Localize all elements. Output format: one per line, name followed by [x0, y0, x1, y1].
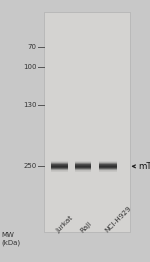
- Bar: [75, 171, 91, 172]
- Bar: [99, 171, 117, 172]
- Bar: [75, 163, 91, 165]
- Bar: [99, 161, 117, 162]
- Bar: [75, 166, 91, 167]
- Bar: [75, 167, 91, 168]
- Bar: [99, 164, 117, 165]
- Bar: [75, 169, 91, 170]
- Bar: [51, 164, 68, 165]
- Text: 250: 250: [24, 163, 37, 169]
- Bar: [51, 162, 68, 163]
- Bar: [99, 165, 117, 166]
- Bar: [51, 170, 68, 171]
- Bar: [75, 166, 91, 167]
- Text: Jurkat: Jurkat: [55, 215, 74, 234]
- Text: 130: 130: [23, 102, 37, 108]
- Bar: [51, 169, 68, 170]
- Bar: [75, 168, 91, 169]
- Bar: [75, 170, 91, 171]
- Text: mTOR: mTOR: [138, 162, 150, 171]
- Bar: [75, 162, 91, 163]
- Text: NCI-H929: NCI-H929: [104, 205, 132, 234]
- Text: 100: 100: [23, 64, 37, 70]
- Bar: [51, 171, 68, 172]
- Bar: [51, 166, 68, 167]
- Bar: [51, 163, 68, 164]
- Bar: [99, 165, 117, 166]
- Bar: [99, 166, 117, 167]
- Bar: [51, 168, 68, 169]
- Bar: [99, 170, 117, 171]
- Bar: [99, 167, 117, 168]
- Bar: [51, 161, 68, 162]
- Bar: [99, 162, 117, 163]
- Bar: [99, 162, 117, 163]
- Bar: [99, 170, 117, 171]
- Bar: [99, 167, 117, 168]
- Bar: [75, 165, 91, 166]
- Bar: [75, 167, 91, 168]
- Bar: [51, 165, 68, 166]
- Bar: [99, 166, 117, 167]
- Bar: [75, 164, 91, 165]
- Bar: [75, 168, 91, 169]
- Bar: [99, 168, 117, 169]
- Text: MW
(kDa): MW (kDa): [2, 232, 21, 246]
- Bar: [51, 171, 68, 172]
- Bar: [75, 171, 91, 172]
- Bar: [99, 163, 117, 165]
- Bar: [51, 162, 68, 163]
- Bar: [99, 161, 117, 162]
- Bar: [44, 12, 130, 232]
- Bar: [75, 161, 91, 162]
- Bar: [51, 167, 68, 168]
- Bar: [99, 168, 117, 169]
- Bar: [51, 170, 68, 171]
- Bar: [51, 161, 68, 162]
- Bar: [99, 163, 117, 164]
- Bar: [51, 166, 68, 167]
- Bar: [75, 161, 91, 162]
- Bar: [75, 170, 91, 171]
- Bar: [75, 162, 91, 163]
- Bar: [75, 165, 91, 166]
- Bar: [51, 165, 68, 166]
- Bar: [51, 163, 68, 165]
- Bar: [99, 169, 117, 170]
- Text: Raji: Raji: [79, 220, 93, 234]
- Text: 70: 70: [28, 44, 37, 50]
- Bar: [99, 171, 117, 172]
- Bar: [75, 163, 91, 164]
- Bar: [51, 167, 68, 168]
- Bar: [51, 168, 68, 169]
